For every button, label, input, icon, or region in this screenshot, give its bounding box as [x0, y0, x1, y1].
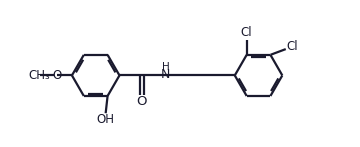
Text: H: H — [162, 62, 169, 72]
Text: Cl: Cl — [287, 40, 298, 52]
Text: O: O — [136, 95, 147, 108]
Text: CH₃: CH₃ — [28, 69, 50, 82]
Text: O: O — [53, 69, 62, 82]
Text: N: N — [161, 68, 170, 81]
Text: Cl: Cl — [241, 26, 252, 39]
Text: OH: OH — [97, 113, 115, 126]
